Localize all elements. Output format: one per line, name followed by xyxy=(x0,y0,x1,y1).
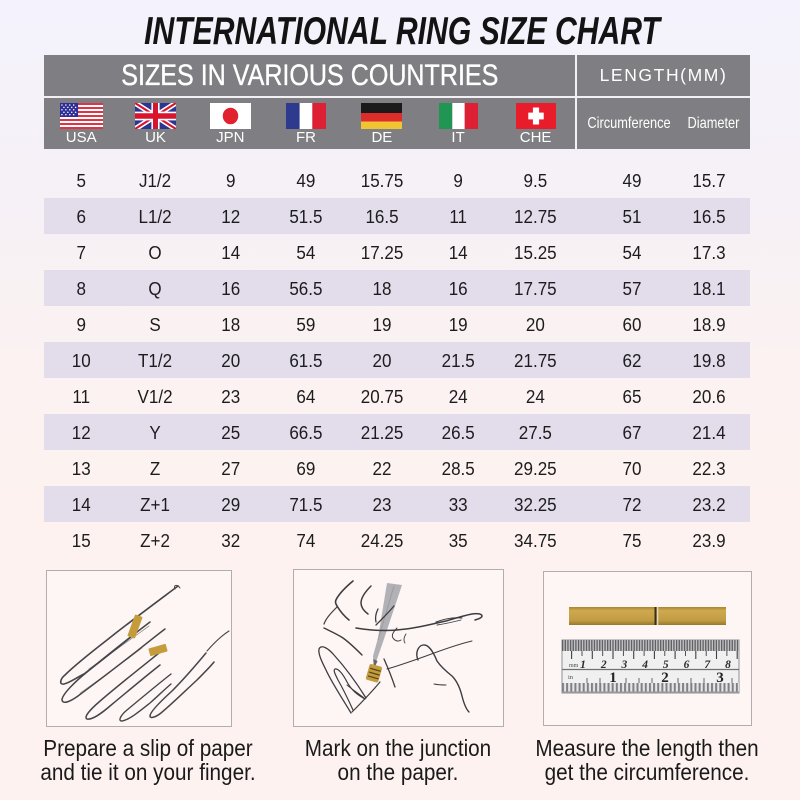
svg-text:4: 4 xyxy=(641,659,648,671)
svg-text:1: 1 xyxy=(580,659,586,671)
svg-text:8: 8 xyxy=(725,659,731,671)
svg-text:7: 7 xyxy=(704,659,711,671)
svg-text:mm: mm xyxy=(569,663,579,669)
svg-text:5: 5 xyxy=(663,659,669,671)
svg-text:2: 2 xyxy=(600,659,607,671)
svg-text:in: in xyxy=(568,674,574,681)
svg-text:1: 1 xyxy=(609,670,617,686)
svg-text:2: 2 xyxy=(661,670,669,686)
svg-text:3: 3 xyxy=(621,659,628,671)
svg-text:3: 3 xyxy=(716,670,724,686)
svg-text:6: 6 xyxy=(684,659,690,671)
